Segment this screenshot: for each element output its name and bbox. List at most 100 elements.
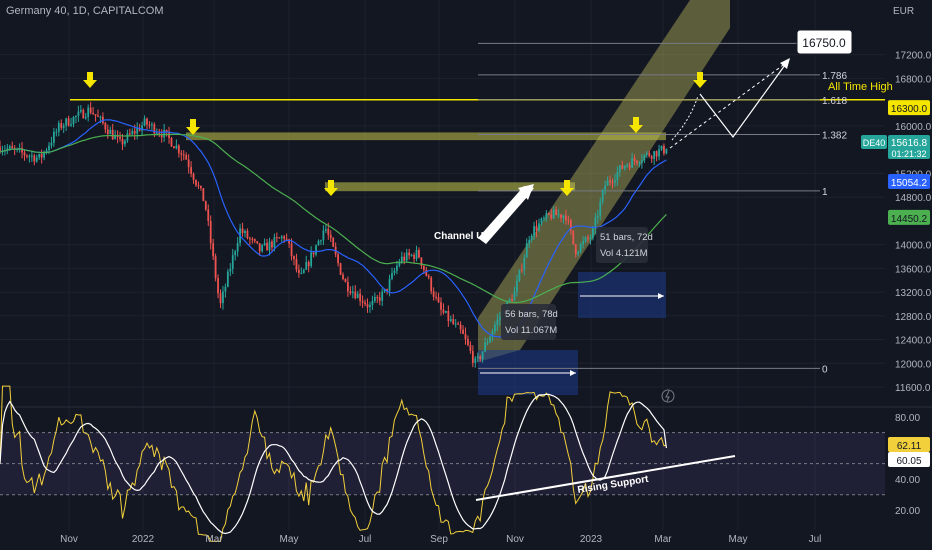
- candle-body: [275, 237, 278, 239]
- last-price-tag: [888, 135, 930, 159]
- down-arrow-marker: [324, 180, 338, 196]
- candle-body: [322, 230, 325, 241]
- candle-body: [244, 230, 246, 234]
- x-tick-label: Sep: [430, 534, 448, 545]
- price-tick-label: 16800.0: [895, 74, 932, 85]
- candle-body: [53, 131, 55, 143]
- candle-body: [141, 125, 143, 131]
- all-time-high-label: All Time High: [828, 81, 893, 93]
- candle-body: [251, 239, 254, 241]
- candle-body: [342, 274, 344, 280]
- channel-up-band: [478, 0, 730, 362]
- candle-body: [298, 269, 300, 274]
- candle-body: [378, 297, 381, 301]
- candle-body: [70, 124, 72, 126]
- candle-body: [185, 155, 188, 160]
- candle-body: [72, 117, 75, 125]
- candle-body: [393, 270, 396, 273]
- candle-body: [160, 134, 163, 138]
- candle-body: [212, 243, 215, 257]
- channel-up-arrowhead: [518, 184, 534, 200]
- x-tick-label: May: [280, 534, 299, 545]
- candle-body: [75, 116, 77, 118]
- candle-body: [8, 146, 11, 149]
- candle-body: [40, 153, 43, 158]
- candle-body: [23, 152, 26, 156]
- price-tick-label: 11600.0: [895, 383, 931, 394]
- projection-dashed-line: [669, 59, 791, 149]
- candle-body: [271, 241, 273, 248]
- candle-body: [560, 214, 562, 219]
- price-tick-label: 17200.0: [895, 51, 932, 62]
- candle-body: [391, 272, 393, 279]
- candle-body: [474, 358, 477, 363]
- target-price-tag-text: 16300.0: [891, 104, 928, 115]
- candle-body: [285, 238, 288, 240]
- candle-body: [104, 123, 107, 130]
- candle-body: [528, 240, 531, 244]
- candle-body: [327, 229, 330, 235]
- down-arrow-marker: [186, 119, 200, 135]
- candle-body: [457, 323, 460, 325]
- candle-body: [449, 319, 452, 321]
- candle-body: [538, 223, 540, 231]
- candle-body: [486, 342, 489, 344]
- candle-body: [609, 180, 611, 183]
- candle-body: [408, 252, 411, 256]
- projection-curve: [671, 95, 699, 141]
- candle-body: [557, 214, 560, 216]
- candle-body: [574, 244, 577, 255]
- candle-body: [645, 152, 648, 156]
- candle-body: [312, 252, 315, 255]
- candle-body: [344, 279, 347, 283]
- candle-body: [599, 201, 602, 216]
- candle-body: [535, 226, 538, 231]
- candle-body: [197, 185, 200, 187]
- candle-body: [606, 180, 609, 186]
- down-arrow-marker: [83, 72, 97, 88]
- candle-body: [491, 331, 494, 338]
- candle-body: [146, 118, 148, 125]
- candle-body: [57, 123, 60, 132]
- candle-body: [356, 293, 359, 299]
- range-2-bars: 51 bars, 72d: [600, 232, 653, 243]
- range-1-vol: Vol 11.067M: [505, 325, 557, 336]
- candle-body: [547, 212, 550, 215]
- candle-body: [631, 158, 633, 168]
- rsi-tick-label: 40.00: [895, 475, 920, 486]
- candle-body: [569, 220, 572, 231]
- candle-body: [273, 237, 276, 248]
- candle-body: [288, 239, 290, 244]
- candle-body: [97, 115, 99, 117]
- candle-body: [35, 157, 38, 162]
- candle-body: [155, 133, 158, 135]
- candle-body: [246, 230, 249, 239]
- candle-body: [459, 324, 462, 330]
- candle-body: [427, 275, 430, 278]
- candle-body: [21, 147, 23, 153]
- candle-body: [307, 262, 310, 267]
- candle-body: [143, 118, 146, 126]
- rsi-tick-label: 20.00: [895, 506, 920, 517]
- candle-body: [11, 146, 14, 149]
- candle-body: [435, 296, 437, 298]
- candle-body: [498, 317, 501, 320]
- candle-body: [533, 226, 535, 236]
- price-tick-label: 14000.0: [895, 241, 932, 252]
- price-tick-label: 12000.0: [895, 359, 932, 370]
- candle-body: [126, 133, 129, 141]
- down-arrow-marker: [560, 180, 574, 196]
- candle-body: [518, 269, 521, 281]
- range-2-arrowhead: [658, 293, 664, 299]
- candle-body: [347, 282, 349, 292]
- candle-body: [109, 129, 112, 135]
- candle-body: [106, 129, 109, 135]
- candle-body: [165, 129, 168, 132]
- price-tick-label: 13600.0: [895, 264, 932, 275]
- candle-body: [175, 145, 178, 149]
- candle-body: [180, 153, 183, 155]
- candle-body: [219, 293, 222, 304]
- candle-body: [280, 236, 283, 239]
- ma-fast-tag-text: 15054.2: [891, 178, 928, 189]
